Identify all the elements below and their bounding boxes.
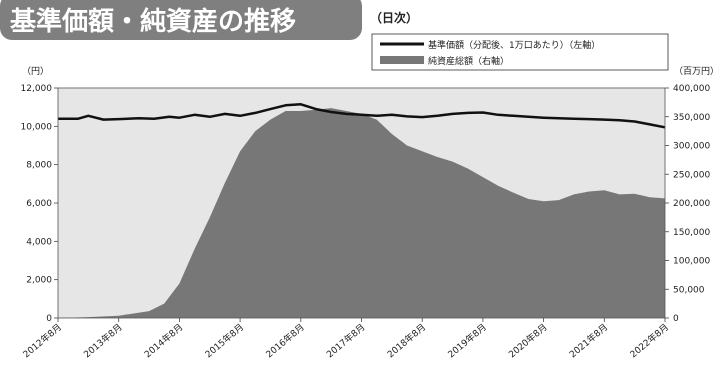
right-tick-label: 350,000 xyxy=(673,113,710,123)
legend-label-assets: 純資産総額（右軸） xyxy=(428,55,509,67)
chart-title: 基準価額・純資産の推移 xyxy=(10,6,296,37)
x-tick-label: 2021年8月 xyxy=(567,321,610,360)
left-tick-label: 8,000 xyxy=(26,161,52,171)
x-tick-label: 2016年8月 xyxy=(263,321,306,360)
x-tick-label: 2013年8月 xyxy=(81,321,124,360)
left-tick-label: 4,000 xyxy=(26,237,52,247)
right-tick-label: 400,000 xyxy=(673,84,710,94)
x-tick-label: 2022年8月 xyxy=(627,321,670,360)
left-tick-label: 0 xyxy=(46,314,52,324)
right-tick-label: 150,000 xyxy=(673,228,710,238)
left-axis: 0 2,000 4,000 6,000 8,000 10,000 12,000 xyxy=(21,84,58,324)
legend: 基準価額（分配後、1万口あたり）（左軸） 純資産総額（右軸） xyxy=(371,33,669,71)
frequency-note: （日次） xyxy=(370,10,418,25)
legend-swatch-assets xyxy=(380,56,424,64)
right-tick-label: 50,000 xyxy=(673,285,705,295)
x-tick-label: 2012年8月 xyxy=(20,321,63,360)
left-axis-unit: （円） xyxy=(22,66,49,77)
x-axis: 2012年8月 2013年8月 2014年8月 2015年8月 2016年8月 2017年… xyxy=(20,318,671,360)
right-axis: 0 50,000 100,000 150,000 200,000 250,000 300,0… xyxy=(665,84,710,324)
right-axis-unit: （百万円） xyxy=(674,66,719,77)
right-tick-label: 300,000 xyxy=(673,142,710,152)
right-tick-label: 200,000 xyxy=(673,199,710,209)
right-tick-label: 250,000 xyxy=(673,170,710,180)
nav-line xyxy=(58,103,666,129)
x-tick-label: 2020年8月 xyxy=(506,321,549,360)
right-tick-label: 100,000 xyxy=(673,257,710,267)
x-tick-label: 2019年8月 xyxy=(445,321,488,360)
right-tick-label: 0 xyxy=(673,314,679,324)
left-tick-label: 6,000 xyxy=(26,199,52,209)
x-tick-label: 2018年8月 xyxy=(385,321,428,360)
x-tick-label: 2017年8月 xyxy=(324,321,367,360)
legend-label-nav: 基準価額（分配後、1万口あたり）（左軸） xyxy=(428,39,600,51)
left-tick-label: 10,000 xyxy=(21,122,53,132)
net-assets-area xyxy=(58,108,665,318)
x-tick-label: 2014年8月 xyxy=(142,321,185,360)
chart-title-badge: 基準価額・純資産の推移 xyxy=(0,0,362,40)
legend-box xyxy=(371,33,669,71)
left-tick-label: 2,000 xyxy=(26,276,52,286)
left-tick-label: 12,000 xyxy=(21,84,53,94)
x-tick-label: 2015年8月 xyxy=(203,321,246,360)
